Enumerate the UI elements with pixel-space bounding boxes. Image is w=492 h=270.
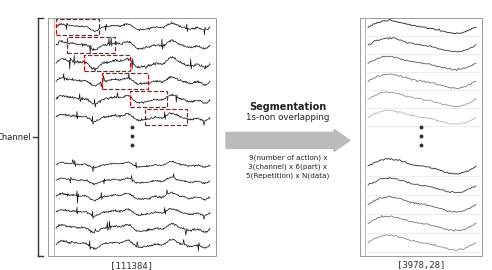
- Bar: [67, 37, 115, 53]
- Bar: [48, 18, 216, 256]
- Bar: [360, 18, 482, 256]
- FancyArrow shape: [226, 129, 350, 151]
- Bar: [56, 19, 99, 35]
- Text: 9(number of action) x
3(channel) x 6(part) x
5(Repetition) x N(data): 9(number of action) x 3(channel) x 6(par…: [246, 154, 330, 179]
- Text: Channel: Channel: [0, 133, 31, 141]
- Bar: [102, 73, 149, 89]
- Bar: [84, 55, 130, 71]
- Bar: [130, 91, 167, 107]
- Text: 1s-non overlapping: 1s-non overlapping: [246, 113, 330, 122]
- Text: [3978,28]: [3978,28]: [397, 261, 445, 270]
- Text: Segmentation: Segmentation: [249, 102, 327, 112]
- Text: [111384]: [111384]: [111, 261, 154, 270]
- Bar: [145, 109, 187, 125]
